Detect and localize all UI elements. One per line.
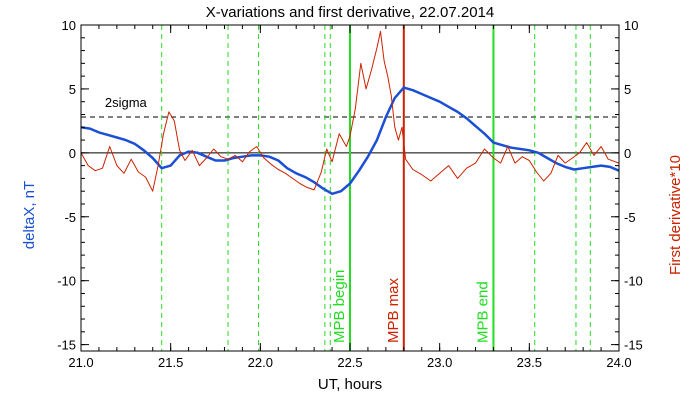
y-tick-label-left-5: -15 bbox=[57, 338, 76, 353]
solid-marker-label-2: MPB end bbox=[474, 281, 491, 343]
y-tick-label-right-4: -10 bbox=[624, 274, 643, 289]
x-tick-label-0: 21.0 bbox=[68, 355, 93, 370]
y-axis-label-right: First derivative*10 bbox=[667, 155, 684, 275]
solid-marker-label-1: MPB max bbox=[385, 277, 402, 343]
series-line-1 bbox=[80, 30, 620, 192]
y-tick-label-right-3: -5 bbox=[624, 210, 636, 225]
solid-marker-label-0: MPB begin bbox=[331, 270, 348, 343]
y-tick-label-left-4: -10 bbox=[57, 274, 76, 289]
chart-title: X-variations and first derivative, 22.07… bbox=[206, 4, 495, 21]
x-tick-label-2: 22.0 bbox=[248, 355, 273, 370]
x-tick-label-6: 24.0 bbox=[606, 355, 631, 370]
y-tick-label-right-5: -15 bbox=[624, 338, 643, 353]
y-tick-label-left-2: 0 bbox=[69, 146, 76, 161]
x-axis-label: UT, hours bbox=[318, 376, 382, 393]
x-tick-label-5: 23.5 bbox=[517, 355, 542, 370]
x-tick-label-3: 22.5 bbox=[337, 355, 362, 370]
y-tick-label-right-2: 0 bbox=[624, 146, 631, 161]
sigma-label: 2sigma bbox=[105, 95, 148, 110]
y-axis-label-left: deltaX, nT bbox=[21, 181, 38, 249]
y-tick-label-left-0: 10 bbox=[62, 18, 76, 33]
x-tick-label-1: 21.5 bbox=[158, 355, 183, 370]
y-tick-label-right-0: 10 bbox=[624, 18, 638, 33]
y-tick-label-right-1: 5 bbox=[624, 82, 631, 97]
y-tick-label-left-3: -5 bbox=[64, 210, 76, 225]
y-tick-label-left-1: 5 bbox=[69, 82, 76, 97]
plot-area: 2sigma MPB begin MPB max MPB end bbox=[80, 25, 620, 351]
axes: 21.0 21.5 22.0 22.5 23.0 23.5 24.0 10 10 5 5 0 0 -5 -5… bbox=[57, 18, 643, 370]
series-line-0 bbox=[80, 86, 620, 196]
x-tick-label-4: 23.0 bbox=[427, 355, 452, 370]
